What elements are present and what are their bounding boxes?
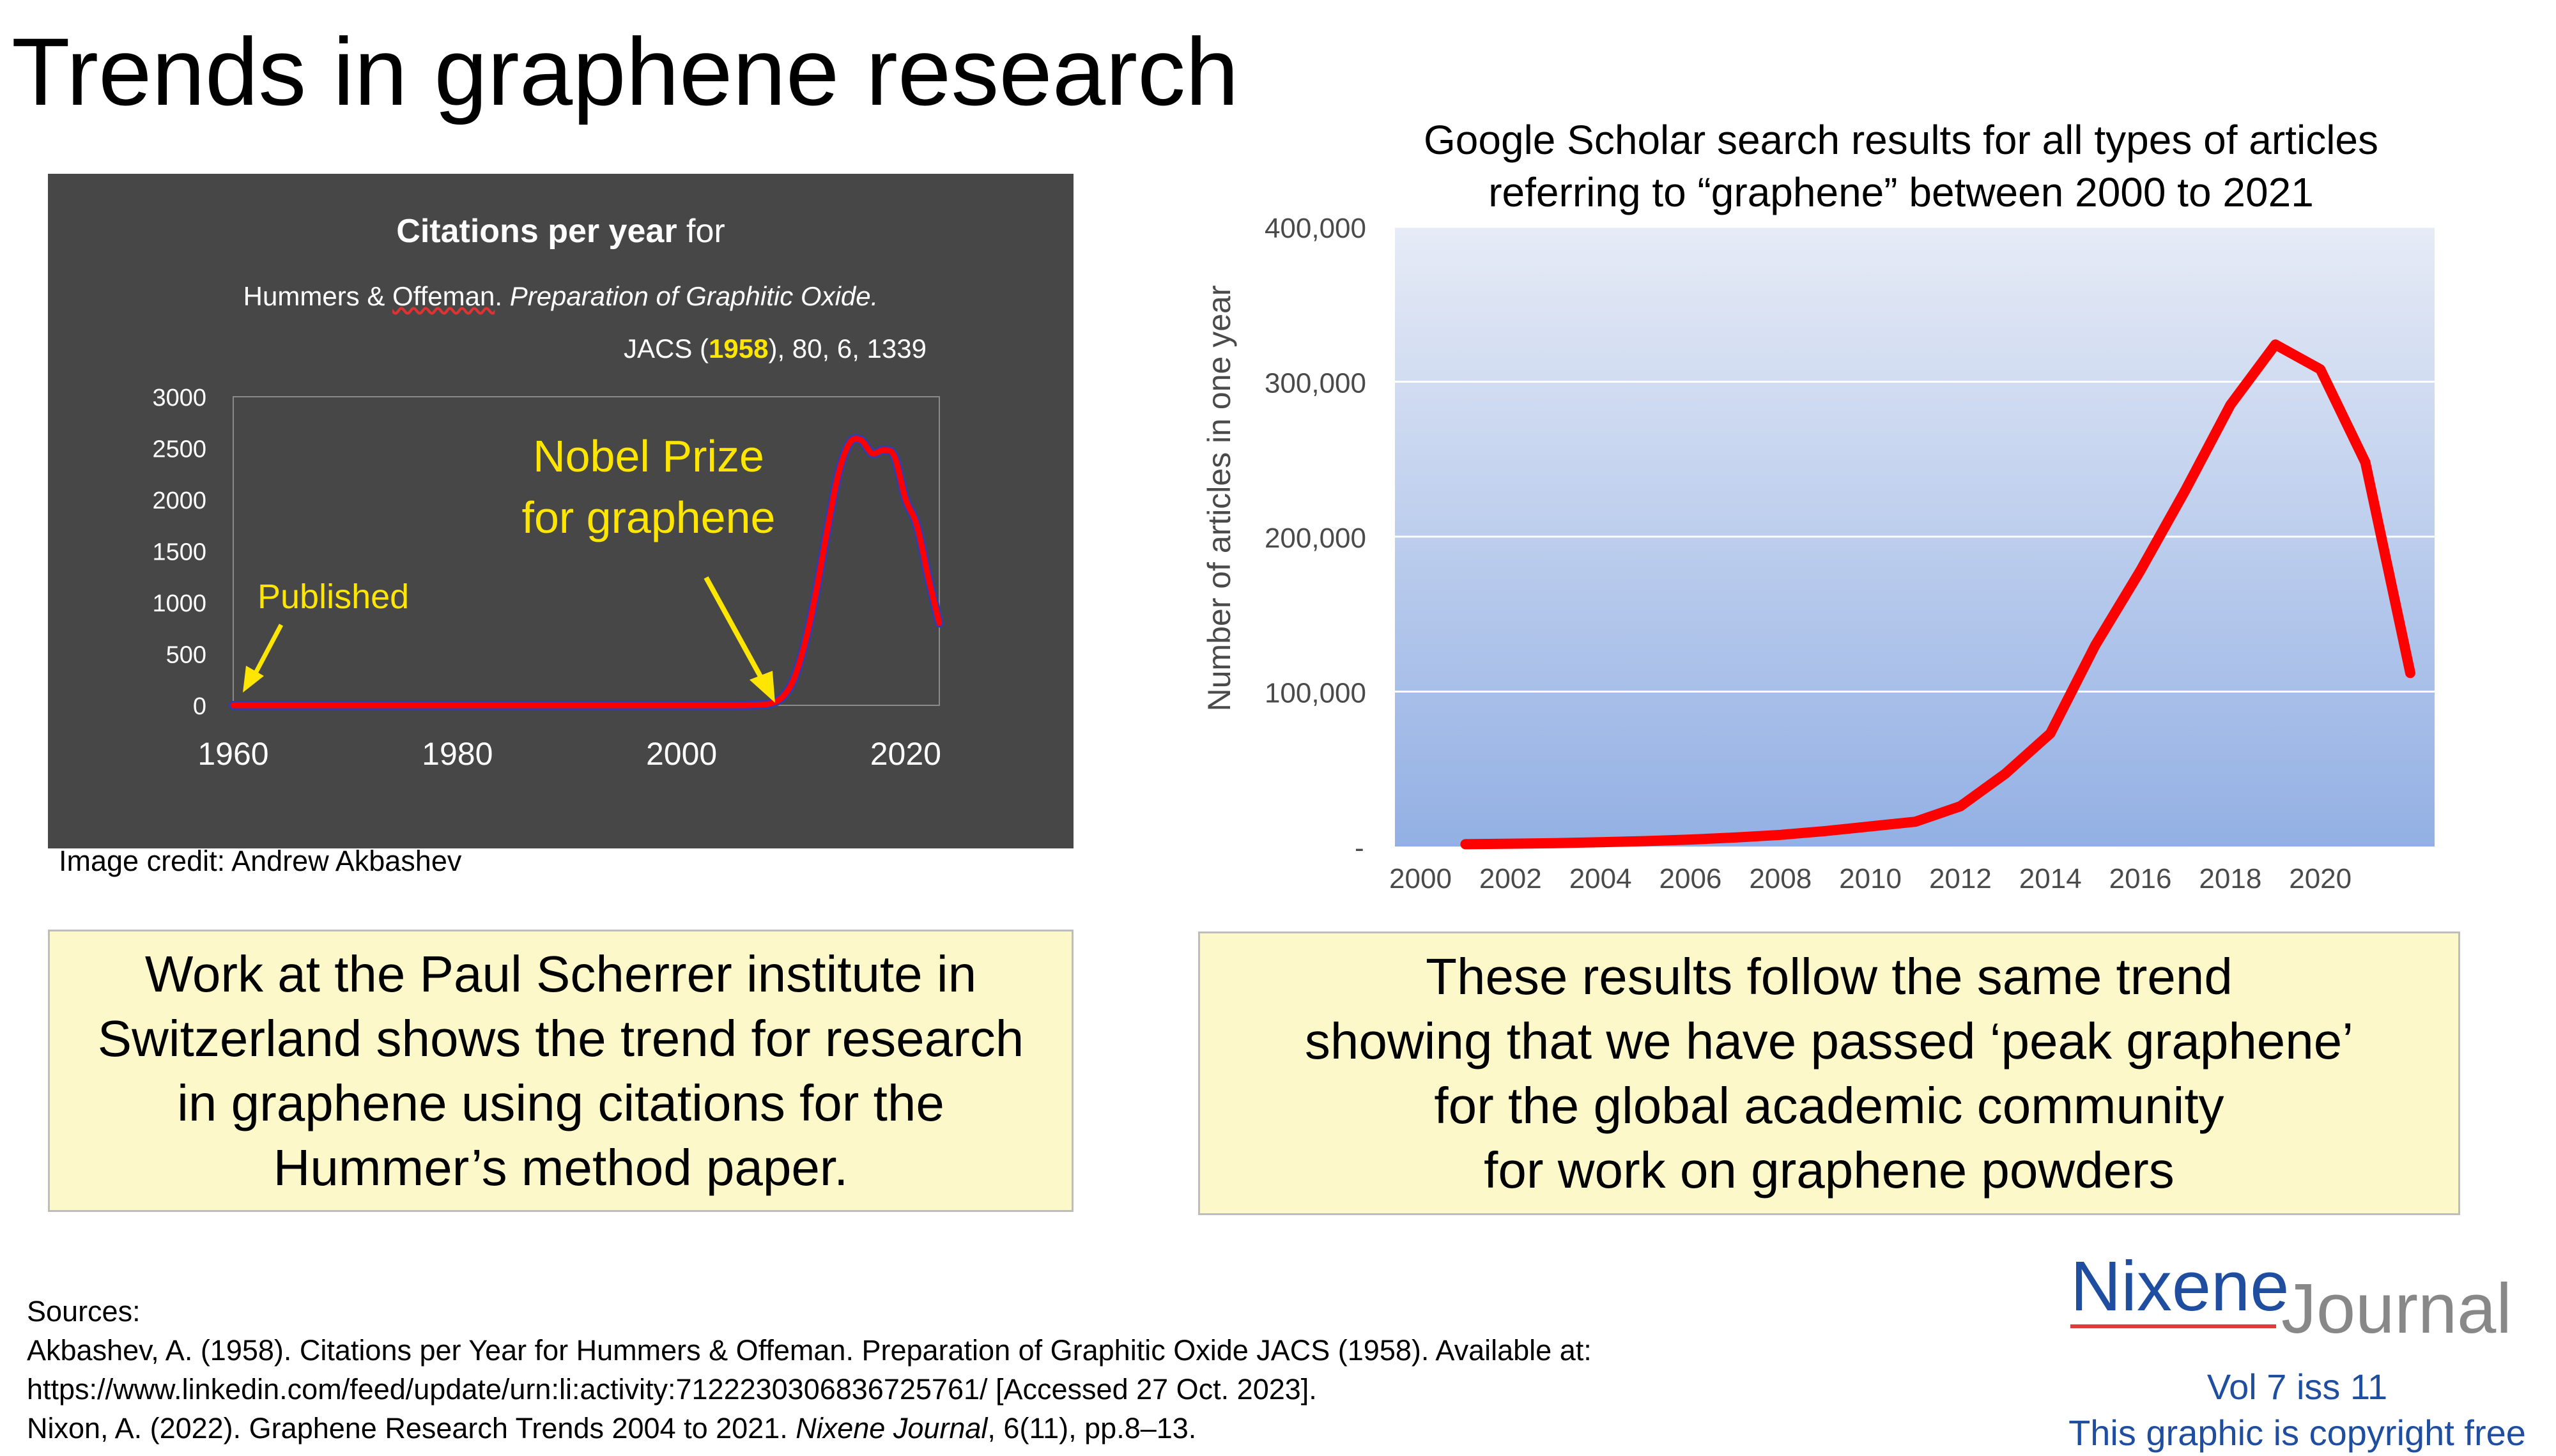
x-tick-label: 2008: [1749, 863, 1812, 894]
nobel-arrowhead: [749, 671, 775, 703]
x-tick-label: 2012: [1929, 863, 1992, 894]
y-tick-label: -: [1355, 832, 1364, 864]
x-tick-label: 2006: [1659, 863, 1722, 894]
y-tick-label: 400,000: [1265, 213, 1366, 244]
source-nixon: Nixon, A. (2022). Graphene Research Tren…: [27, 1412, 1197, 1445]
x-tick-label: 2016: [2109, 863, 2172, 894]
x-tick-label: 2004: [1569, 863, 1632, 894]
citations-chart-panel: 0 500 1000 1500 2000 2500 3000 1960 1980 2000 2020…: [48, 174, 1074, 848]
y-tick-label: 1500: [152, 539, 206, 566]
x-tick-label: 1960: [197, 736, 268, 772]
page-title: Trends in graphene research: [12, 18, 1239, 125]
citations-chart: 0 500 1000 1500 2000 2500 3000 1960 1980 2000 2020…: [152, 385, 944, 772]
citations-chart-title: Citations per year for: [396, 213, 725, 250]
y-tick-label: 500: [166, 642, 206, 669]
logo-underline: [2070, 1324, 2276, 1328]
x-tick-label: 2018: [2199, 863, 2261, 894]
citations-chart-journal: JACS (1958), 80, 6, 1339: [624, 333, 927, 364]
logo-nixene: Nixene: [2070, 1247, 2290, 1326]
x-tick-label: 2014: [2019, 863, 2082, 894]
image-credit: Image credit: Andrew Akbashev: [59, 845, 462, 877]
y-tick-label: 300,000: [1265, 368, 1366, 399]
logo-journal: Journal: [2281, 1269, 2512, 1348]
source-link[interactable]: https://www.linkedin.com/feed/update/urn…: [27, 1373, 1317, 1406]
series-line: [230, 436, 943, 709]
copyright-note: This graphic is copyright free: [2068, 1413, 2526, 1453]
nobel-arrow: [704, 576, 765, 681]
series-line: [1460, 339, 2415, 850]
y-tick-label: 2000: [152, 487, 206, 514]
x-tick-label: 2000: [646, 736, 717, 772]
annotation-nobel-line2: for graphene: [522, 493, 776, 542]
x-tick-label: 2010: [1839, 863, 1902, 894]
y-tick-label: 3000: [152, 385, 206, 411]
x-tick-label: 2000: [1389, 863, 1452, 894]
annotation-published: Published: [258, 578, 409, 616]
annotation-nobel-line1: Nobel Prize: [533, 431, 764, 481]
source-akbashev: Akbashev, A. (1958). Citations per Year …: [27, 1334, 1592, 1367]
psi-note-box: Work at the Paul Scherrer institute in S…: [48, 930, 1074, 1212]
scholar-chart: - 100,000 200,000 300,000 400,000 2000 2002 200…: [1201, 213, 2435, 894]
published-arrowhead: [243, 666, 264, 693]
issue-info: Vol 7 iss 11 This graphic is copyright f…: [2067, 1364, 2527, 1456]
y-tick-label: 200,000: [1265, 523, 1366, 554]
sources: Sources: Akbashev, A. (1958). Citations …: [27, 1292, 1592, 1448]
volume-issue: Vol 7 iss 11: [2206, 1367, 2388, 1407]
y-tick-label: 100,000: [1265, 678, 1366, 709]
y-tick-label: 0: [193, 693, 206, 720]
x-tick-label: 2002: [1479, 863, 1542, 894]
y-tick-label: 1000: [152, 590, 206, 617]
x-tick-label: 1980: [422, 736, 493, 772]
x-tick-label: 2020: [2289, 863, 2352, 894]
peak-graphene-note-box: These results follow the same trend show…: [1198, 931, 2460, 1215]
x-tick-label: 2020: [870, 736, 941, 772]
scholar-chart-title: Google Scholar search results for all ty…: [1424, 117, 2378, 215]
citations-chart-reference: Hummers & Offeman. Preparation of Graphi…: [243, 281, 879, 311]
sources-heading: Sources:: [27, 1295, 141, 1328]
published-arrow: [251, 624, 284, 678]
y-axis-label: Number of articles in one year: [1201, 286, 1237, 712]
y-tick-label: 2500: [152, 436, 206, 463]
